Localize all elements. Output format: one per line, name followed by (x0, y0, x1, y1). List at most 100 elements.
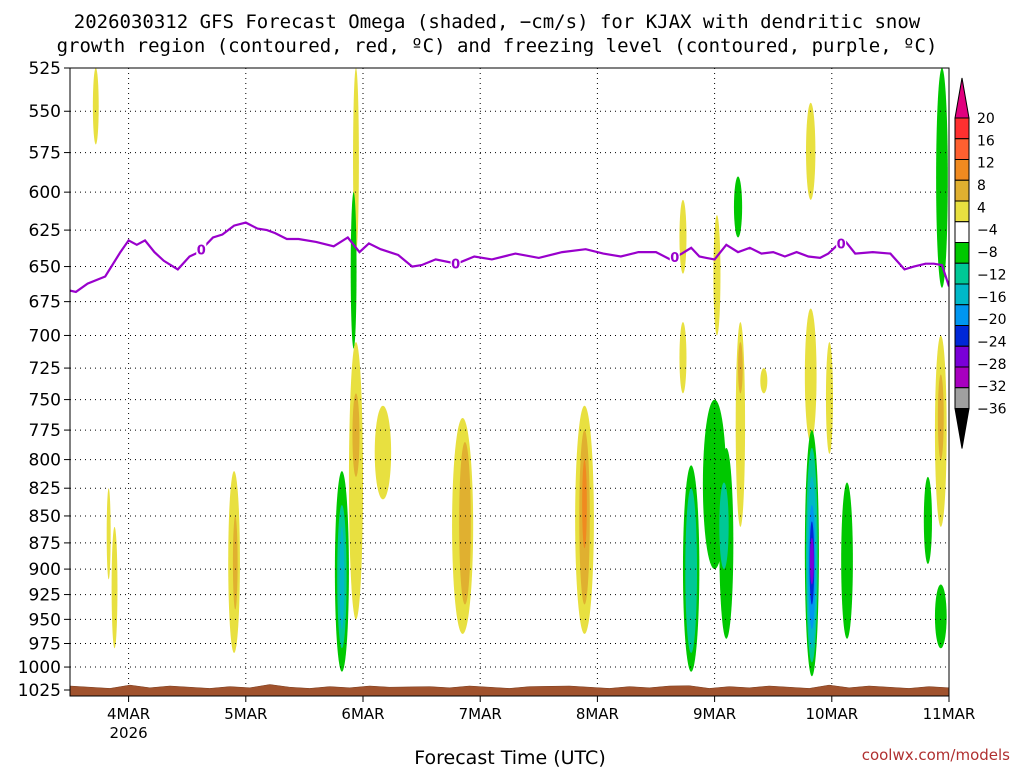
omega-region-y1-20 (713, 215, 721, 336)
x-tick-label-6: 6MAR (341, 705, 384, 723)
x-tick-year-label: 2026 (110, 724, 148, 742)
x-tick-label-4: 4MAR (107, 705, 150, 723)
freezing-level-label-2: 0 (670, 251, 679, 266)
y-tick-label-900: 900 (29, 560, 61, 580)
omega-region-y1-32 (825, 342, 833, 454)
colorbar-label-6: −8 (977, 245, 998, 261)
colorbar-label-4: 4 (977, 200, 986, 216)
freezing-label-bg-0 (196, 242, 207, 257)
axis-ticks: 525 550 575 600 625 650 675 700 725 750 775 800 825 8… (18, 59, 976, 742)
colorbar-segment-0 (954, 117, 970, 140)
x-tick-label-9: 9MAR (693, 705, 736, 723)
omega-region-y1-2 (111, 526, 118, 649)
colorbar-bottom-triangle (954, 408, 970, 449)
omega-region-y2-14 (459, 441, 471, 605)
omega-region-c1-11 (339, 526, 345, 630)
colorbar-label-8: −16 (977, 290, 1007, 306)
x-axis-label: Forecast Time (UTC) (414, 747, 605, 768)
colorbar-label-3: 8 (977, 178, 986, 194)
y-tick-label-600: 600 (29, 183, 61, 203)
y-tick-label-650: 650 (29, 258, 61, 278)
omega-region-g1-23 (733, 176, 743, 238)
omega-region-y2-43 (937, 374, 944, 460)
omega-region-g1-44 (934, 584, 947, 649)
colorbar-top-triangle (954, 77, 970, 119)
colorbar-segment-8 (954, 283, 970, 306)
y-tick-label-875: 875 (29, 534, 61, 554)
colorbar-segment-11 (954, 345, 970, 368)
colorbar-label-12: −32 (977, 379, 1007, 395)
y-tick-label-850: 850 (29, 507, 61, 527)
plot-frame (69, 67, 950, 697)
y-tick-label-800: 800 (29, 451, 61, 471)
colorbar-label-0: 20 (977, 111, 995, 127)
omega-region-y1-18 (679, 199, 687, 274)
credit-text: coolwx.com/models (862, 746, 1010, 764)
colorbar-segment-2 (954, 159, 970, 181)
x-tick-label-10: 10MAR (805, 705, 858, 723)
y-tick-label-1025: 1025 (18, 681, 61, 701)
colorbar-segment-9 (954, 304, 970, 326)
y-tick-label-950: 950 (29, 610, 61, 630)
colorbar-label-1: 16 (977, 133, 995, 149)
y-tick-label-525: 525 (29, 59, 61, 79)
freezing-label-bg-2 (669, 250, 680, 265)
y-tick-label-550: 550 (29, 102, 61, 122)
omega-region-t1-26 (685, 488, 698, 653)
y-tick-label-925: 925 (29, 586, 61, 606)
y-tick-label-625: 625 (29, 221, 61, 241)
freezing-level-label-3: 0 (837, 238, 846, 253)
omega-region-g1-39 (841, 482, 853, 639)
colorbar-segment-6 (954, 242, 970, 264)
colorbar-label-9: −20 (977, 312, 1007, 328)
colorbar-label-5: −4 (977, 223, 998, 239)
omega-region-y2-8 (352, 393, 360, 477)
colorbar: 20 16 12 8 4 −4 −8 −12 −16 −20 −24 −28 −32 −36 (954, 77, 1007, 449)
y-tick-label-975: 975 (29, 635, 61, 655)
colorbar-segment-5 (954, 221, 970, 243)
colorbar-label-11: −28 (977, 357, 1007, 373)
omega-region-y1-21 (735, 322, 746, 527)
freezing-label-bg-1 (450, 256, 461, 271)
freezing-level-label-1: 0 (451, 257, 460, 272)
y-tick-label-1000: 1000 (18, 658, 61, 678)
omega-region-y1-24 (760, 368, 768, 394)
y-tick-label-825: 825 (29, 479, 61, 499)
freezing-label-bg-3 (836, 236, 847, 251)
colorbar-segment-12 (954, 366, 970, 389)
omega-region-g1-40 (923, 476, 933, 564)
freezing-level-contour: 0 0 0 0 (70, 221, 949, 294)
omega-region-y1-1 (106, 488, 111, 580)
colorbar-label-2: 12 (977, 156, 995, 172)
omega-region-y2-4 (232, 515, 238, 610)
omega-region-y1-30 (806, 102, 816, 200)
colorbar-segment-13 (954, 387, 970, 409)
colorbar-segment-1 (954, 138, 970, 160)
colorbar-label-10: −24 (977, 334, 1007, 350)
x-tick-label-11: 11MAR (923, 705, 976, 723)
y-tick-label-725: 725 (29, 359, 61, 379)
x-tick-label-5: 5MAR (224, 705, 267, 723)
omega-region-v1-38 (809, 537, 814, 585)
ground-terrain-band (69, 684, 950, 697)
x-tick-label-7: 7MAR (459, 705, 502, 723)
colorbar-label-7: −12 (977, 267, 1007, 283)
omega-region-y1-12 (374, 405, 392, 500)
y-tick-label-575: 575 (29, 144, 61, 164)
omega-region-y1-31 (804, 308, 817, 442)
freezing-level-label-0: 0 (197, 244, 206, 259)
chart-title-line-2: growth region (contoured, red, ºC) and f… (57, 35, 938, 57)
colorbar-segment-10 (954, 325, 970, 347)
omega-region-y1-19 (679, 322, 687, 394)
x-tick-label-8: 8MAR (576, 705, 619, 723)
omega-region-g1-6 (350, 192, 357, 349)
ground-terrain (69, 684, 950, 697)
omega-region-t1-29 (719, 482, 729, 570)
colorbar-segment-4 (954, 200, 970, 223)
omega-region-y1-0 (92, 68, 99, 145)
freezing-level-line (70, 221, 949, 294)
colorbar-label-13: −36 (977, 402, 1007, 418)
y-tick-label-750: 750 (29, 391, 61, 411)
y-tick-label-675: 675 (29, 293, 61, 313)
